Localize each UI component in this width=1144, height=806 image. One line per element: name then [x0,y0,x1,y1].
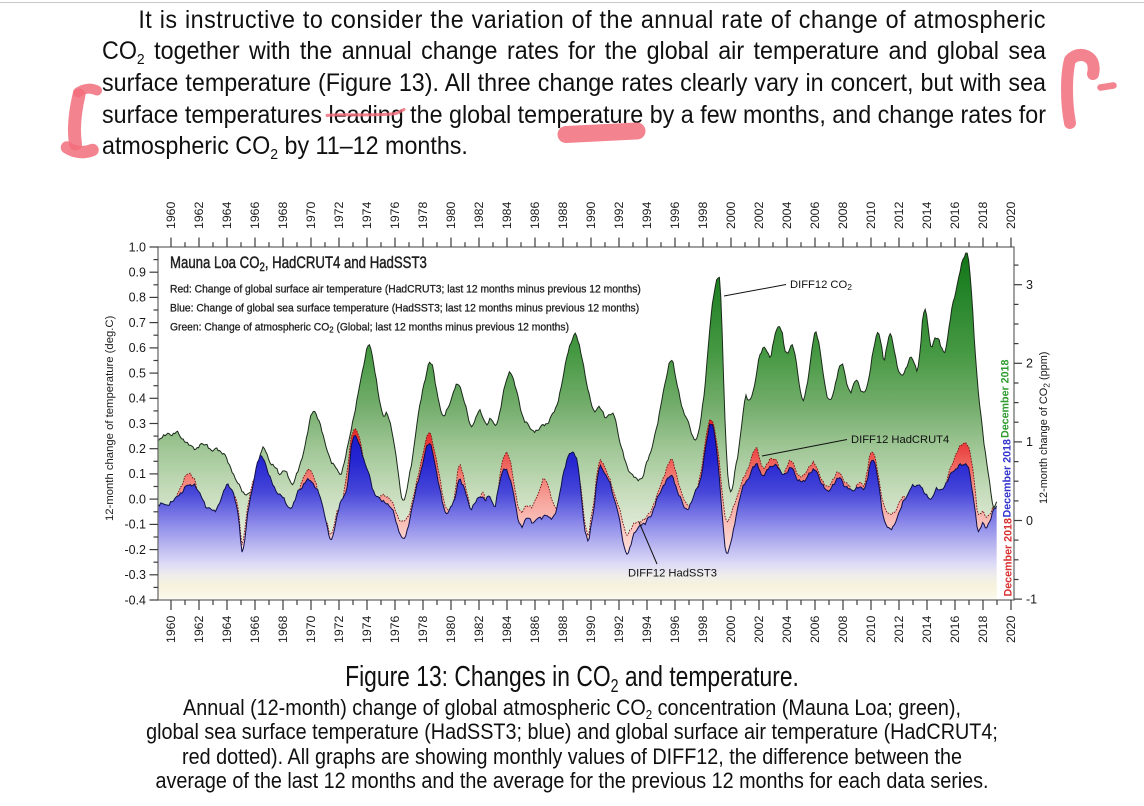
svg-text:1978: 1978 [416,615,430,643]
svg-text:1996: 1996 [668,201,682,229]
svg-text:DIFF12 HadSST3: DIFF12 HadSST3 [628,568,717,580]
svg-text:1970: 1970 [304,615,318,643]
svg-text:2006: 2006 [808,615,822,643]
svg-text:1964: 1964 [220,201,234,229]
svg-text:0.9: 0.9 [129,265,146,279]
svg-text:0.0: 0.0 [129,492,146,506]
svg-text:2020: 2020 [1004,615,1018,643]
svg-text:-0.1: -0.1 [124,518,146,532]
svg-text:0.3: 0.3 [129,417,146,431]
svg-text:3: 3 [1026,278,1033,292]
svg-text:0.8: 0.8 [129,291,146,305]
svg-text:1988: 1988 [556,615,570,643]
svg-text:December 2018: December 2018 [1000,360,1012,438]
svg-text:-0.4: -0.4 [124,593,146,607]
svg-text:2010: 2010 [864,201,878,229]
svg-text:0.6: 0.6 [129,341,146,355]
svg-text:1986: 1986 [528,201,542,229]
svg-text:Green: Change of atmospheric C: Green: Change of atmospheric CO2 (Global… [170,321,569,335]
svg-text:1972: 1972 [332,201,346,229]
svg-text:1982: 1982 [472,201,486,229]
svg-text:1988: 1988 [556,201,570,229]
svg-text:2004: 2004 [780,201,794,229]
svg-text:1966: 1966 [248,615,262,643]
svg-text:2016: 2016 [948,615,962,643]
svg-text:2: 2 [1026,357,1033,371]
svg-text:-0.2: -0.2 [124,543,146,557]
svg-text:1996: 1996 [668,615,682,643]
svg-text:1: 1 [1026,435,1033,449]
svg-text:1986: 1986 [528,615,542,643]
svg-text:2006: 2006 [808,201,822,229]
svg-text:0.5: 0.5 [129,366,146,380]
svg-text:Blue: Change of global sea sur: Blue: Change of global sea surface tempe… [170,302,639,315]
svg-text:1990: 1990 [584,615,598,643]
svg-text:2000: 2000 [724,615,738,643]
svg-text:1960: 1960 [164,201,178,229]
svg-text:1976: 1976 [388,201,402,229]
svg-text:1970: 1970 [304,201,318,229]
svg-text:2008: 2008 [836,201,850,229]
svg-text:0.1: 0.1 [129,467,146,481]
svg-text:2002: 2002 [752,201,766,229]
svg-text:2016: 2016 [948,201,962,229]
svg-text:1990: 1990 [584,201,598,229]
svg-text:1994: 1994 [640,201,654,229]
svg-text:0.4: 0.4 [129,392,146,406]
svg-text:1.0: 1.0 [129,240,146,254]
svg-text:1984: 1984 [500,201,514,229]
svg-text:1994: 1994 [640,615,654,643]
svg-text:1998: 1998 [696,615,710,643]
svg-text:1974: 1974 [360,201,374,229]
svg-text:1968: 1968 [276,615,290,643]
svg-text:2018: 2018 [976,201,990,229]
svg-text:DIFF12 CO2: DIFF12 CO2 [790,279,852,292]
svg-text:2000: 2000 [724,201,738,229]
svg-text:2014: 2014 [920,201,934,229]
svg-text:1966: 1966 [248,201,262,229]
svg-text:1968: 1968 [276,201,290,229]
svg-text:1992: 1992 [612,201,626,229]
svg-text:1982: 1982 [472,615,486,643]
svg-text:-0.3: -0.3 [124,568,146,582]
svg-text:DIFF12 HadCRUT4: DIFF12 HadCRUT4 [851,434,949,446]
svg-text:Mauna Loa CO2, HadCRUT4 and Ha: Mauna Loa CO2, HadCRUT4 and HadSST3 [170,255,427,275]
svg-text:2010: 2010 [864,615,878,643]
svg-text:1998: 1998 [696,201,710,229]
svg-text:2020: 2020 [1004,201,1018,229]
svg-text:2004: 2004 [780,615,794,643]
svg-text:Red: Change of global surface: Red: Change of global surface air temper… [170,283,641,296]
svg-text:1978: 1978 [416,201,430,229]
svg-text:1992: 1992 [612,615,626,643]
svg-text:12-month change of temperature: 12-month change of temperature (deg.C) [104,315,116,521]
svg-text:2002: 2002 [752,615,766,643]
svg-text:2014: 2014 [920,615,934,643]
svg-text:December 2018: December 2018 [1003,518,1015,596]
svg-text:December 2018: December 2018 [1002,439,1014,517]
svg-text:1976: 1976 [388,615,402,643]
svg-text:1980: 1980 [444,201,458,229]
svg-text:1974: 1974 [360,615,374,643]
svg-text:2008: 2008 [836,615,850,643]
svg-text:0.7: 0.7 [129,316,146,330]
svg-text:1984: 1984 [500,615,514,643]
svg-text:0: 0 [1026,514,1033,528]
svg-text:0.2: 0.2 [129,442,146,456]
svg-text:1972: 1972 [332,615,346,643]
svg-text:2012: 2012 [892,201,906,229]
svg-text:-1: -1 [1026,592,1037,606]
svg-text:1980: 1980 [444,615,458,643]
svg-text:1964: 1964 [220,615,234,643]
svg-text:12-month change of CO2 (ppm): 12-month change of CO2 (ppm) [1038,352,1052,504]
svg-text:1962: 1962 [192,615,206,643]
svg-text:1962: 1962 [192,201,206,229]
svg-text:2012: 2012 [892,615,906,643]
svg-text:2018: 2018 [976,615,990,643]
svg-text:1960: 1960 [164,615,178,643]
